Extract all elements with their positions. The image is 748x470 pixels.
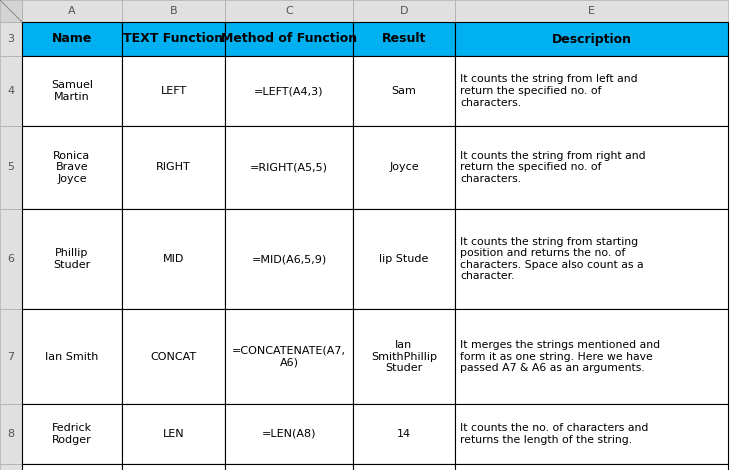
Text: 6: 6 [7, 254, 14, 264]
Text: LEN: LEN [162, 429, 184, 439]
Text: 14: 14 [397, 429, 411, 439]
Text: Description: Description [551, 32, 631, 46]
Bar [353, 404, 455, 464]
Bar [225, 126, 353, 209]
Bar [22, 464, 122, 470]
Bar [455, 309, 728, 404]
Text: 3: 3 [7, 34, 14, 44]
Bar [353, 0, 455, 22]
Text: Ian
SmithPhillip
Studer: Ian SmithPhillip Studer [371, 340, 437, 373]
Bar [455, 404, 728, 464]
Bar [0, 404, 22, 464]
Text: E: E [588, 6, 595, 16]
Text: 5: 5 [7, 163, 14, 172]
Text: C: C [285, 6, 293, 16]
Text: =MID(A6,5,9): =MID(A6,5,9) [251, 254, 327, 264]
Bar [225, 22, 353, 56]
Bar [0, 126, 22, 209]
Text: TEXT Function: TEXT Function [123, 32, 224, 46]
Text: 7: 7 [7, 352, 14, 361]
Bar [0, 0, 22, 22]
Text: Samuel
Martin: Samuel Martin [51, 80, 93, 102]
Bar [22, 22, 122, 56]
Bar [22, 0, 122, 22]
Text: =CONCATENATE(A7,
A6): =CONCATENATE(A7, A6) [232, 346, 346, 367]
Text: D: D [399, 6, 408, 16]
Bar [225, 56, 353, 126]
Bar [22, 56, 122, 126]
Text: =LEFT(A4,3): =LEFT(A4,3) [254, 86, 324, 96]
Bar [122, 56, 225, 126]
Bar [0, 209, 22, 309]
Bar [225, 209, 353, 309]
Bar [122, 464, 225, 470]
Text: Joyce: Joyce [389, 163, 419, 172]
Text: It merges the strings mentioned and
form it as one string. Here we have
passed A: It merges the strings mentioned and form… [460, 340, 660, 373]
Text: It counts the no. of characters and
returns the length of the string.: It counts the no. of characters and retu… [460, 423, 649, 445]
Bar [122, 126, 225, 209]
Bar [122, 209, 225, 309]
Text: Sam: Sam [391, 86, 417, 96]
Bar [353, 56, 455, 126]
Text: Name: Name [52, 32, 92, 46]
Bar [0, 22, 22, 56]
Text: A: A [68, 6, 76, 16]
Bar [455, 464, 728, 470]
Text: RIGHT: RIGHT [156, 163, 191, 172]
Bar [0, 464, 22, 470]
Bar [225, 0, 353, 22]
Bar [0, 309, 22, 404]
Bar [22, 209, 122, 309]
Text: Ian Smith: Ian Smith [46, 352, 99, 361]
Bar [122, 404, 225, 464]
Text: It counts the string from right and
return the specified no. of
characters.: It counts the string from right and retu… [460, 151, 646, 184]
Bar [122, 309, 225, 404]
Bar [122, 22, 225, 56]
Text: Result: Result [381, 32, 426, 46]
Bar [225, 404, 353, 464]
Bar [353, 209, 455, 309]
Text: =LEN(A8): =LEN(A8) [262, 429, 316, 439]
Bar [225, 464, 353, 470]
Bar [353, 126, 455, 209]
Bar [455, 126, 728, 209]
Bar [455, 209, 728, 309]
Text: LEFT: LEFT [160, 86, 186, 96]
Bar [22, 309, 122, 404]
Text: MID: MID [163, 254, 184, 264]
Text: Ronica
Brave
Joyce: Ronica Brave Joyce [53, 151, 91, 184]
Text: B: B [170, 6, 177, 16]
Bar [0, 56, 22, 126]
Text: CONCAT: CONCAT [150, 352, 197, 361]
Bar [122, 0, 225, 22]
Text: lip Stude: lip Stude [379, 254, 429, 264]
Bar [225, 309, 353, 404]
Text: Phillip
Studer: Phillip Studer [53, 248, 91, 270]
Text: It counts the string from left and
return the specified no. of
characters.: It counts the string from left and retur… [460, 74, 637, 108]
Text: 4: 4 [7, 86, 14, 96]
Bar [455, 0, 728, 22]
Bar [353, 309, 455, 404]
Bar [22, 126, 122, 209]
Text: =RIGHT(A5,5): =RIGHT(A5,5) [250, 163, 328, 172]
Bar [455, 22, 728, 56]
Bar [353, 464, 455, 470]
Text: 8: 8 [7, 429, 14, 439]
Text: Method of Function: Method of Function [221, 32, 357, 46]
Bar [22, 404, 122, 464]
Text: It counts the string from starting
position and returns the no. of
characters. S: It counts the string from starting posit… [460, 236, 643, 282]
Text: Fedrick
Rodger: Fedrick Rodger [52, 423, 92, 445]
Bar [353, 22, 455, 56]
Bar [455, 56, 728, 126]
